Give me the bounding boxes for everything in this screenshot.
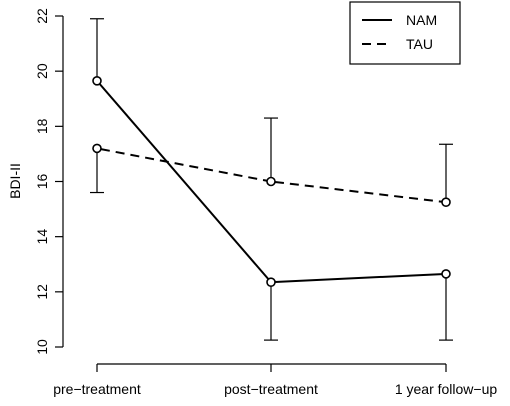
series-line-segment [274, 273, 443, 283]
series-layer [90, 18, 453, 341]
x-tick-label: post−treatment [224, 381, 318, 397]
data-point [266, 277, 276, 287]
x-tick-label: pre−treatment [53, 381, 141, 397]
x-tick-label: 1 year follow−up [395, 381, 498, 397]
series-line-segment [98, 83, 270, 280]
y-tick-label: 12 [34, 284, 50, 300]
y-tick-label: 22 [34, 8, 50, 24]
data-point [92, 143, 102, 154]
y-tick-label: 16 [34, 174, 50, 190]
series-tau [90, 117, 453, 207]
data-point [266, 176, 276, 187]
y-tick-label: 10 [34, 339, 50, 355]
legend: NAM TAU [349, 1, 461, 65]
data-point [92, 76, 102, 86]
series-line-segment [100, 148, 268, 182]
x-axis: pre−treatment post−treatment 1 year follow… [53, 363, 498, 397]
y-tick-label: 20 [34, 63, 50, 79]
y-tick-label: 14 [34, 229, 50, 245]
y-axis: 10 12 14 16 18 20 22 [34, 8, 64, 355]
legend-box [349, 1, 461, 65]
series-line-segment [274, 180, 443, 203]
data-point [441, 197, 451, 207]
legend-label: NAM [406, 12, 437, 28]
series-nam [90, 18, 453, 341]
data-point [441, 269, 451, 279]
y-tick-label: 18 [34, 118, 50, 134]
y-axis-title: BDI-II [7, 163, 23, 199]
legend-label: TAU [406, 36, 433, 52]
